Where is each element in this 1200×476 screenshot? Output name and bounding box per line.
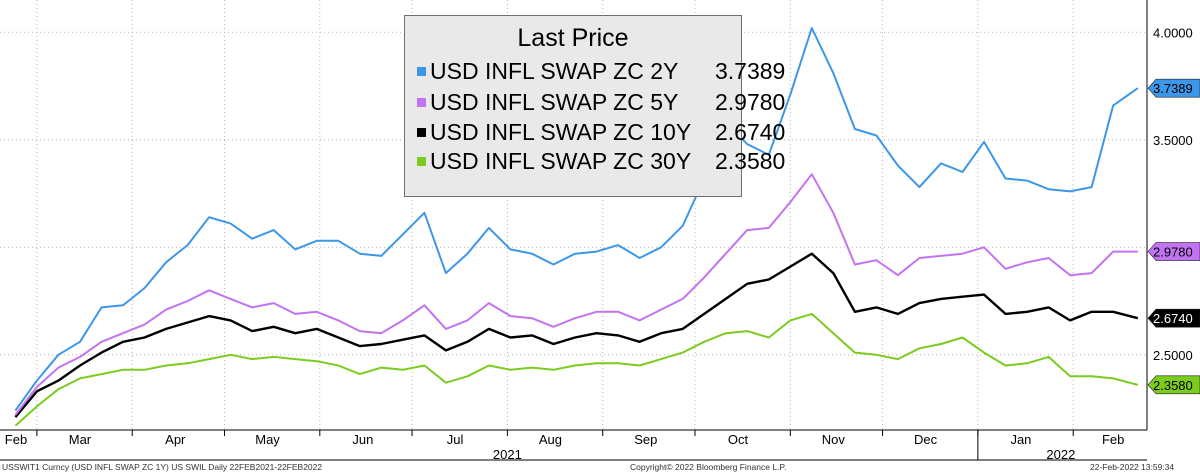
last-value-label-1: 2.9780	[1153, 245, 1193, 260]
footer-copyright: Copyright© 2022 Bloomberg Finance L.P.	[630, 462, 787, 472]
x-tick-label-3: May	[255, 432, 280, 447]
legend-entry-2y: USD INFL SWAP ZC 2Y 3.7389	[417, 56, 785, 86]
last-value-tag-3	[1147, 375, 1200, 395]
x-tick-label-2: Apr	[165, 432, 186, 447]
last-value-label-2: 2.6740	[1153, 311, 1193, 326]
legend-swatch-30y	[417, 156, 426, 166]
y-tick-label-0: 4.0000	[1153, 25, 1193, 40]
legend-value-5y: 2.9780	[715, 88, 786, 115]
legend-name-10y: USD INFL SWAP ZC 10Y	[430, 118, 692, 145]
x-tick-label-1: Mar	[69, 432, 92, 447]
footer-security-info: USSWIT1 Curncy (USD INFL SWAP ZC 1Y) US …	[2, 462, 323, 472]
legend-title: Last Price	[517, 24, 629, 52]
series-line-1	[14, 173, 1138, 416]
legend-entry-30y: USD INFL SWAP ZC 30Y 2.3580	[417, 146, 785, 176]
legend-swatch-10y	[417, 127, 426, 137]
series-line-3	[14, 312, 1139, 427]
last-value-label-0: 3.7389	[1153, 81, 1193, 96]
legend-value-10y: 2.6740	[715, 118, 786, 145]
x-tick-label-8: Oct	[728, 432, 749, 447]
year-label-1: 2022	[1046, 447, 1075, 462]
last-value-tag-0	[1147, 78, 1200, 98]
y-tick-label-2: 2.5000	[1153, 348, 1193, 363]
footer-timestamp: 22-Feb-2022 13:59:34	[1090, 462, 1175, 472]
last-value-label-3: 2.3580	[1153, 378, 1193, 393]
series-line-0	[14, 27, 1139, 412]
legend-name-5y: USD INFL SWAP ZC 5Y	[430, 88, 679, 115]
series-line-2	[14, 252, 1139, 418]
x-tick-label-0: Feb	[5, 432, 27, 447]
legend-swatch-5y	[417, 97, 426, 107]
legend-entry-5y: USD INFL SWAP ZC 5Y 2.9780	[417, 87, 785, 117]
year-label-0: 2021	[493, 447, 522, 462]
x-tick-label-4: Jun	[352, 432, 373, 447]
legend-box: Last Price USD INFL SWAP ZC 2Y 3.7389 US…	[404, 15, 785, 197]
legend-value-30y: 2.3580	[715, 147, 786, 174]
x-tick-label-5: Jul	[447, 432, 464, 447]
last-value-tag-2	[1147, 308, 1200, 328]
legend-name-30y: USD INFL SWAP ZC 30Y	[430, 147, 692, 174]
x-tick-label-9: Nov	[822, 432, 846, 447]
legend-entry-10y: USD INFL SWAP ZC 10Y 2.6740	[417, 117, 785, 147]
legend-value-2y: 3.7389	[715, 57, 786, 84]
x-tick-label-10: Dec	[914, 432, 938, 447]
legend-swatch-2y	[417, 66, 426, 76]
x-tick-label-11: Jan	[1010, 432, 1031, 447]
last-value-tag-1	[1147, 242, 1200, 261]
y-tick-label-1: 3.5000	[1153, 133, 1193, 148]
x-tick-label-6: Aug	[539, 432, 562, 447]
x-tick-label-7: Sep	[634, 432, 657, 447]
legend-name-2y: USD INFL SWAP ZC 2Y	[430, 57, 679, 84]
x-tick-label-12: Feb	[1102, 432, 1124, 447]
